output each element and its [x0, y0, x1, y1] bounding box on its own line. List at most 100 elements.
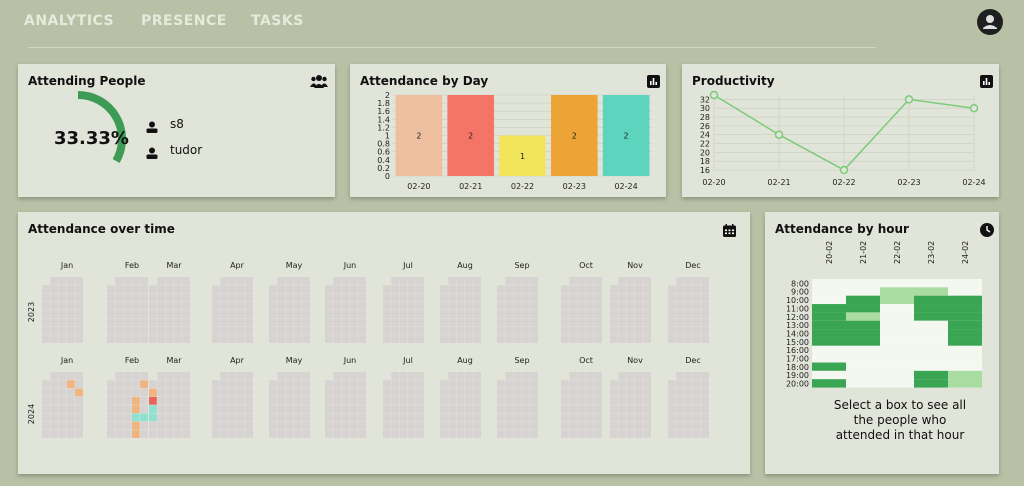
- calendar-day-cell: [626, 326, 635, 335]
- nav-presence[interactable]: PRESENCE: [141, 13, 227, 29]
- calendar-day-cell: [399, 335, 408, 343]
- calendar-day-cell: [50, 413, 59, 422]
- heatmap-cell[interactable]: [914, 370, 948, 380]
- hour-label: 13:00: [786, 321, 809, 330]
- calendar-day-cell: [473, 301, 481, 310]
- heatmap-cell[interactable]: [846, 329, 880, 338]
- heatmap-cell[interactable]: [846, 354, 880, 363]
- heatmap-cell[interactable]: [880, 295, 914, 305]
- heatmap-cell[interactable]: [812, 354, 846, 363]
- heatmap-cell[interactable]: [880, 379, 914, 388]
- heatmap-cell[interactable]: [846, 362, 880, 371]
- heatmap-cell[interactable]: [914, 320, 948, 330]
- heatmap-cell[interactable]: [880, 287, 914, 296]
- calendar-day-cell: [245, 277, 253, 285]
- heatmap-cell[interactable]: [914, 337, 948, 346]
- calendar-day-cell: [391, 301, 400, 310]
- heatmap-cell[interactable]: [914, 279, 948, 288]
- calendar-day-cell: [448, 293, 457, 302]
- heatmap-cell[interactable]: [948, 329, 982, 338]
- calendar-day-cell: [75, 372, 83, 380]
- heatmap-cell[interactable]: [948, 304, 982, 313]
- heatmap-cell[interactable]: [846, 279, 880, 288]
- heatmap-cell[interactable]: [846, 379, 880, 388]
- heatmap-cell[interactable]: [846, 345, 880, 355]
- heatmap-cell[interactable]: [880, 370, 914, 380]
- heatmap-cell[interactable]: [880, 354, 914, 363]
- attendance-calendar[interactable]: Jan Feb Mar Apr May Jun Jul Aug Sep Oct Nov Dec 2023…: [18, 212, 750, 474]
- heatmap-cell[interactable]: [812, 279, 846, 288]
- heatmap-cell[interactable]: [812, 329, 846, 338]
- calendar-day-cell: [626, 318, 635, 327]
- heatmap-cell[interactable]: [812, 337, 846, 346]
- heatmap-cell[interactable]: [812, 362, 846, 371]
- heatmap-cell[interactable]: [812, 345, 846, 355]
- heatmap-cell[interactable]: [812, 287, 846, 296]
- heatmap-cell[interactable]: [880, 312, 914, 321]
- heatmap-cell[interactable]: [914, 304, 948, 313]
- heatmap-cell[interactable]: [880, 329, 914, 338]
- calendar-day-cell: [399, 326, 408, 335]
- heatmap-cell[interactable]: [948, 379, 982, 388]
- account-circle-icon[interactable]: [977, 9, 1003, 35]
- heatmap-cell[interactable]: [914, 362, 948, 371]
- heatmap-cell[interactable]: [948, 287, 982, 296]
- nav-tasks[interactable]: TASKS: [251, 13, 304, 29]
- heatmap-cell[interactable]: [846, 287, 880, 296]
- heatmap-cell[interactable]: [812, 304, 846, 313]
- calendar-day-cell: [269, 388, 277, 397]
- heatmap-cell[interactable]: [948, 320, 982, 330]
- heatmap-cell[interactable]: [914, 295, 948, 305]
- heatmap-cell[interactable]: [914, 345, 948, 355]
- calendar-icon[interactable]: [723, 222, 736, 241]
- heatmap-cell[interactable]: [846, 304, 880, 313]
- heatmap-cell[interactable]: [914, 329, 948, 338]
- calendar-day-cell: [668, 413, 676, 422]
- heatmap-cell[interactable]: [880, 279, 914, 288]
- data-point: [904, 95, 914, 104]
- person-icon: [146, 121, 158, 133]
- heatmap-cell[interactable]: [948, 295, 982, 305]
- calendar-day-cell: [358, 293, 366, 302]
- attendance-by-hour-heatmap[interactable]: 20-02 21-02 22-02 23-02 24-02 8:009:0010:0011…: [765, 212, 999, 402]
- heatmap-cell[interactable]: [880, 337, 914, 346]
- heatmap-cell[interactable]: [812, 370, 846, 380]
- calendar-day-cell: [75, 293, 83, 302]
- heatmap-cell[interactable]: [812, 320, 846, 330]
- heatmap-cell[interactable]: [812, 312, 846, 321]
- heatmap-cell[interactable]: [846, 337, 880, 346]
- calendar-day-cell: [676, 405, 685, 413]
- heatmap-cell[interactable]: [914, 379, 948, 388]
- person-icon: [146, 147, 158, 159]
- nav-analytics[interactable]: ANALYTICS: [24, 13, 115, 29]
- heatmap-cell[interactable]: [948, 337, 982, 346]
- heatmap-cell[interactable]: [914, 312, 948, 321]
- heatmap-cell[interactable]: [880, 345, 914, 355]
- heatmap-cell[interactable]: [914, 287, 948, 296]
- heatmap-cell[interactable]: [846, 295, 880, 305]
- calendar-day-cell: [149, 396, 157, 405]
- heatmap-cell[interactable]: [846, 370, 880, 380]
- heatmap-cell[interactable]: [846, 312, 880, 321]
- heatmap-cell[interactable]: [812, 379, 846, 388]
- calendar-day-cell: [140, 396, 148, 405]
- calendar-day-cell: [383, 326, 391, 335]
- heatmap-cell[interactable]: [846, 320, 880, 330]
- heatmap-cell[interactable]: [948, 312, 982, 321]
- calendar-day-cell: [618, 421, 627, 430]
- people-icon: [310, 73, 328, 92]
- calendar-day-cell: [115, 310, 124, 318]
- heatmap-cell[interactable]: [948, 279, 982, 288]
- calendar-day-cell: [115, 335, 124, 343]
- heatmap-cell[interactable]: [880, 304, 914, 313]
- heatmap-cell[interactable]: [880, 320, 914, 330]
- heatmap-cell[interactable]: [914, 354, 948, 363]
- calendar-day-cell: [626, 396, 635, 405]
- heatmap-cell[interactable]: [812, 295, 846, 305]
- calendar-day-cell: [349, 335, 358, 343]
- heatmap-cell[interactable]: [948, 345, 982, 355]
- heatmap-cell[interactable]: [948, 362, 982, 371]
- heatmap-cell[interactable]: [948, 354, 982, 363]
- heatmap-cell[interactable]: [948, 370, 982, 380]
- heatmap-cell[interactable]: [880, 362, 914, 371]
